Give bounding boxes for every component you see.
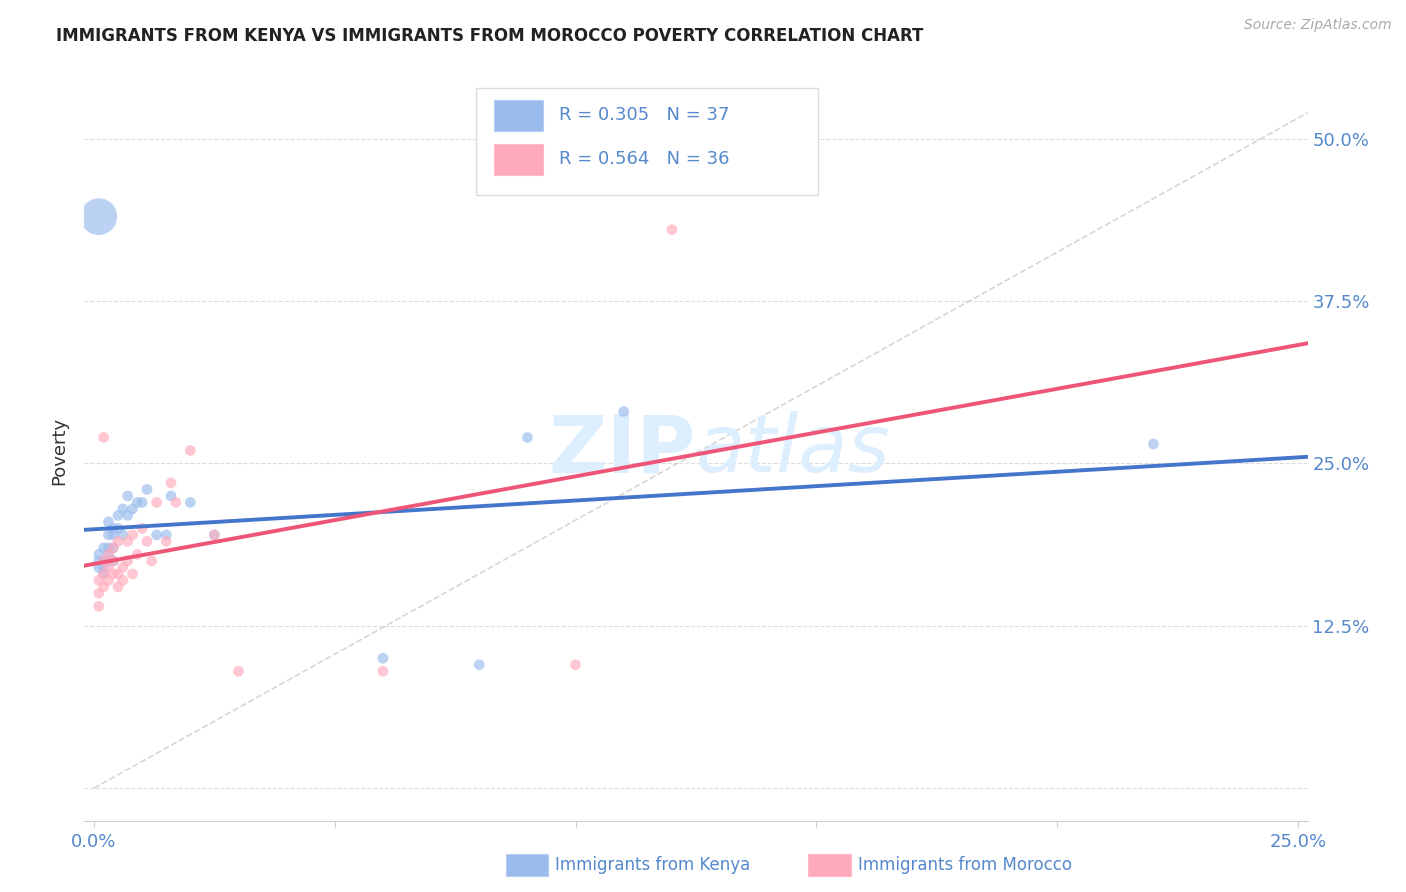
Point [661,222,683,236]
Point [97,515,120,529]
Point [93,430,115,444]
Point [87,210,110,224]
Point [87,560,110,574]
Point [111,502,134,516]
Point [107,566,129,581]
Point [87,547,110,561]
Point [93,554,115,568]
Text: atlas: atlas [696,411,891,490]
Point [103,521,125,535]
Point [202,528,225,542]
Point [371,651,394,665]
Point [93,560,115,574]
Point [127,547,149,561]
Point [87,554,110,568]
Point [97,541,120,555]
Point [97,528,120,542]
Point [155,534,177,549]
FancyBboxPatch shape [494,144,543,175]
Point [564,657,586,672]
Point [228,665,250,679]
Text: R = 0.564   N = 36: R = 0.564 N = 36 [560,151,730,169]
Point [111,560,134,574]
Point [93,541,115,555]
Point [103,554,125,568]
Point [87,586,110,600]
Point [516,430,538,444]
Point [97,574,120,588]
Point [1142,437,1164,451]
Point [160,475,183,490]
Point [93,580,115,594]
Point [121,566,143,581]
Point [136,534,159,549]
Point [93,566,115,581]
Point [107,521,129,535]
Point [103,541,125,555]
Point [468,657,491,672]
Point [131,521,153,535]
Point [127,495,149,509]
Text: Immigrants from Morocco: Immigrants from Morocco [858,856,1071,874]
Point [613,404,636,418]
Text: ZIP: ZIP [548,411,696,490]
Point [111,574,134,588]
Point [93,554,115,568]
Text: Immigrants from Kenya: Immigrants from Kenya [555,856,751,874]
Point [145,495,167,509]
Point [160,489,183,503]
Point [103,541,125,555]
Point [117,554,139,568]
Point [97,547,120,561]
Point [107,534,129,549]
Point [97,560,120,574]
Point [97,547,120,561]
Point [131,495,153,509]
Point [97,554,120,568]
Point [87,574,110,588]
Text: Source: ZipAtlas.com: Source: ZipAtlas.com [1244,18,1392,32]
Point [107,508,129,523]
Point [103,566,125,581]
Point [145,528,167,542]
Point [93,566,115,581]
Point [111,528,134,542]
Point [121,528,143,542]
Point [117,489,139,503]
Point [179,495,201,509]
FancyBboxPatch shape [475,87,818,195]
Text: R = 0.305   N = 37: R = 0.305 N = 37 [560,106,730,124]
Point [371,665,394,679]
Point [155,528,177,542]
Point [117,534,139,549]
Point [179,443,201,458]
Point [103,528,125,542]
Point [103,554,125,568]
Point [87,599,110,614]
Point [141,554,163,568]
Y-axis label: Poverty: Poverty [51,417,69,484]
FancyBboxPatch shape [494,100,543,130]
Point [136,483,159,497]
Point [107,580,129,594]
Text: IMMIGRANTS FROM KENYA VS IMMIGRANTS FROM MOROCCO POVERTY CORRELATION CHART: IMMIGRANTS FROM KENYA VS IMMIGRANTS FROM… [56,27,924,45]
Point [117,508,139,523]
Point [202,528,225,542]
Point [165,495,187,509]
Point [121,502,143,516]
